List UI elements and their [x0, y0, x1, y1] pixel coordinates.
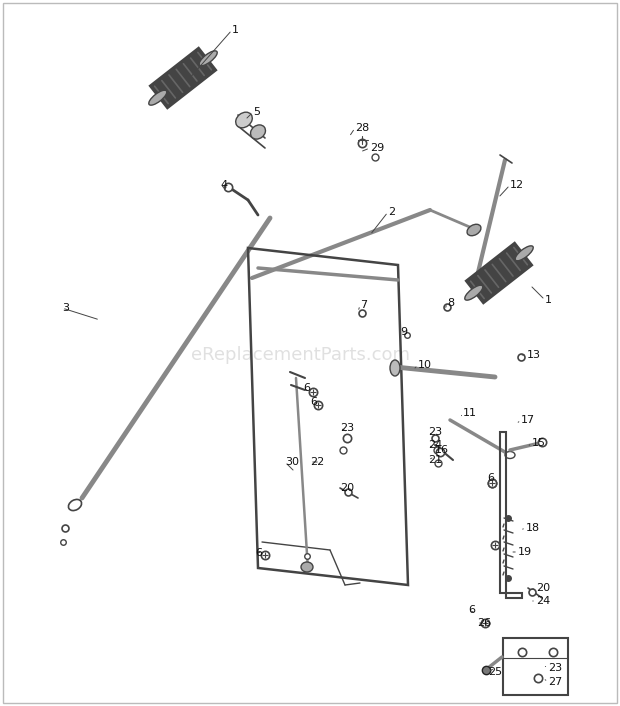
Text: 25: 25	[488, 667, 502, 677]
Text: 30: 30	[285, 457, 299, 467]
Text: 6: 6	[487, 473, 494, 483]
Text: 21: 21	[428, 455, 442, 465]
Text: 12: 12	[510, 180, 524, 190]
Ellipse shape	[250, 125, 265, 139]
Text: 24: 24	[536, 596, 551, 606]
Ellipse shape	[505, 452, 515, 458]
Text: 22: 22	[310, 457, 324, 467]
Ellipse shape	[467, 225, 481, 236]
Text: 5: 5	[253, 107, 260, 117]
Text: 6: 6	[468, 605, 475, 615]
Text: 23: 23	[340, 423, 354, 433]
Text: 26: 26	[477, 618, 491, 628]
Text: 23: 23	[428, 427, 442, 437]
Text: 11: 11	[463, 408, 477, 418]
Text: 2: 2	[388, 207, 395, 217]
Ellipse shape	[199, 51, 217, 66]
Text: eReplacementParts.com: eReplacementParts.com	[190, 346, 409, 364]
Ellipse shape	[390, 360, 400, 376]
Text: 15: 15	[532, 438, 546, 448]
Text: 16: 16	[435, 445, 449, 455]
Text: 18: 18	[526, 523, 540, 533]
Text: 4: 4	[220, 180, 227, 190]
Text: 20: 20	[340, 483, 354, 493]
Ellipse shape	[149, 90, 167, 105]
Ellipse shape	[236, 112, 252, 128]
Ellipse shape	[68, 499, 82, 510]
Text: 29: 29	[370, 143, 384, 153]
Ellipse shape	[465, 285, 483, 300]
Text: 27: 27	[548, 677, 562, 687]
Text: 8: 8	[447, 298, 454, 308]
Text: 10: 10	[418, 360, 432, 370]
Text: 7: 7	[360, 300, 367, 310]
Text: 13: 13	[527, 350, 541, 360]
Text: 24: 24	[428, 440, 442, 450]
Text: 3: 3	[62, 303, 69, 313]
Text: 19: 19	[518, 547, 532, 557]
Ellipse shape	[301, 562, 313, 572]
Text: 6: 6	[310, 397, 317, 407]
Text: 17: 17	[521, 415, 535, 425]
Text: 1: 1	[232, 25, 239, 35]
Text: 1: 1	[545, 295, 552, 305]
Text: 20: 20	[536, 583, 550, 593]
Text: 9: 9	[400, 327, 407, 337]
Ellipse shape	[515, 246, 533, 261]
Text: 6: 6	[255, 548, 262, 558]
Text: 28: 28	[355, 123, 370, 133]
Text: 23: 23	[548, 663, 562, 673]
Text: 6: 6	[303, 383, 310, 393]
